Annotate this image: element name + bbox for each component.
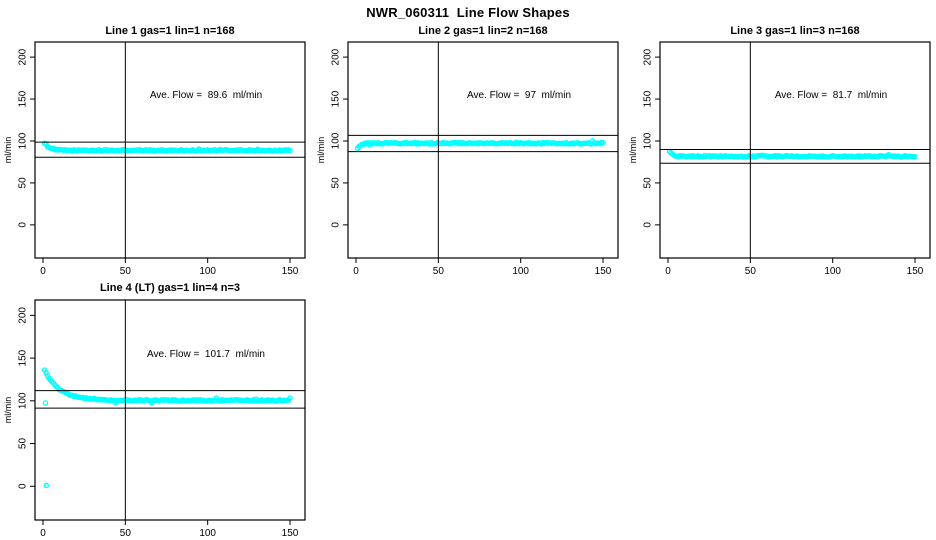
x-tick-label: 0 bbox=[40, 528, 46, 539]
y-tick-label: 150 bbox=[18, 90, 29, 107]
subplot-3: 0 50 100 150 0 50 100 150 200 bbox=[643, 41, 931, 277]
x-tick-label: 50 bbox=[745, 266, 757, 277]
y-tick-label: 100 bbox=[643, 132, 654, 149]
x-tick-label: 0 bbox=[40, 266, 46, 277]
data-points bbox=[354, 138, 606, 152]
plot-box bbox=[34, 41, 306, 259]
subplot-4-title: Line 4 (LT) gas=1 lin=4 n=3 bbox=[99, 282, 241, 294]
x-tick-label: 150 bbox=[595, 266, 612, 277]
plot-box bbox=[659, 41, 931, 259]
y-tick-label: 50 bbox=[331, 177, 342, 189]
y-tick-label: 0 bbox=[643, 222, 654, 228]
outlier-point bbox=[43, 482, 50, 489]
y-tick-label: 100 bbox=[18, 392, 29, 409]
y-tick-label: 200 bbox=[643, 48, 654, 65]
plot-box bbox=[34, 299, 306, 521]
y-tick-label: 150 bbox=[643, 90, 654, 107]
x-tick-label: 50 bbox=[120, 528, 132, 539]
y-tick-label: 100 bbox=[18, 132, 29, 149]
subplot-1-annotation: Ave. Flow = 89.6 ml/min bbox=[149, 90, 263, 101]
x-tick-label: 50 bbox=[120, 266, 132, 277]
y-tick-label: 0 bbox=[18, 483, 29, 489]
y-tick-label: 200 bbox=[18, 48, 29, 65]
y-tick-label: 50 bbox=[18, 438, 29, 450]
x-tick-label: 100 bbox=[199, 528, 216, 539]
subplot-2: 0 50 100 150 0 50 100 150 200 bbox=[331, 41, 619, 277]
outlier-point bbox=[42, 400, 49, 406]
subplot-1: 0 50 100 150 0 50 100 150 200 bbox=[18, 41, 306, 277]
x-tick-label: 150 bbox=[282, 528, 299, 539]
x-tick-label: 150 bbox=[907, 266, 924, 277]
data-points bbox=[666, 148, 918, 160]
y-tick-label: 200 bbox=[18, 307, 29, 324]
x-tick-label: 100 bbox=[824, 266, 841, 277]
subplot-3-title: Line 3 gas=1 lin=3 n=168 bbox=[730, 25, 860, 37]
y-tick-label: 50 bbox=[643, 177, 654, 189]
y-tick-label: 100 bbox=[331, 132, 342, 149]
y-tick-label: 200 bbox=[331, 48, 342, 65]
x-tick-label: 100 bbox=[199, 266, 216, 277]
subplot-1-title: Line 1 gas=1 lin=1 n=168 bbox=[105, 25, 235, 37]
y-tick-label: 150 bbox=[18, 349, 29, 366]
x-tick-label: 100 bbox=[512, 266, 529, 277]
y-tick-label: 0 bbox=[331, 222, 342, 228]
data-points bbox=[41, 367, 293, 489]
figure-title: NWR_060311 Line Flow Shapes bbox=[366, 5, 570, 20]
x-tick-label: 0 bbox=[665, 266, 671, 277]
plot-box bbox=[347, 41, 619, 259]
subplot-4: 0 50 100 150 0 50 100 150 200 bbox=[18, 299, 306, 539]
y-tick-label: 0 bbox=[18, 222, 29, 228]
x-tick-label: 150 bbox=[282, 266, 299, 277]
x-tick-label: 50 bbox=[433, 266, 445, 277]
y-tick-label: 50 bbox=[18, 177, 29, 189]
y-tick-label: 150 bbox=[331, 90, 342, 107]
x-tick-label: 0 bbox=[353, 266, 359, 277]
subplot-3-annotation: Ave. Flow = 81.7 ml/min bbox=[774, 90, 888, 101]
data-points bbox=[41, 140, 293, 154]
subplot-2-title: Line 2 gas=1 lin=2 n=168 bbox=[418, 25, 548, 37]
subplot-2-annotation: Ave. Flow = 97 ml/min bbox=[466, 90, 572, 101]
subplot-4-annotation: Ave. Flow = 101.7 ml/min bbox=[147, 349, 265, 360]
